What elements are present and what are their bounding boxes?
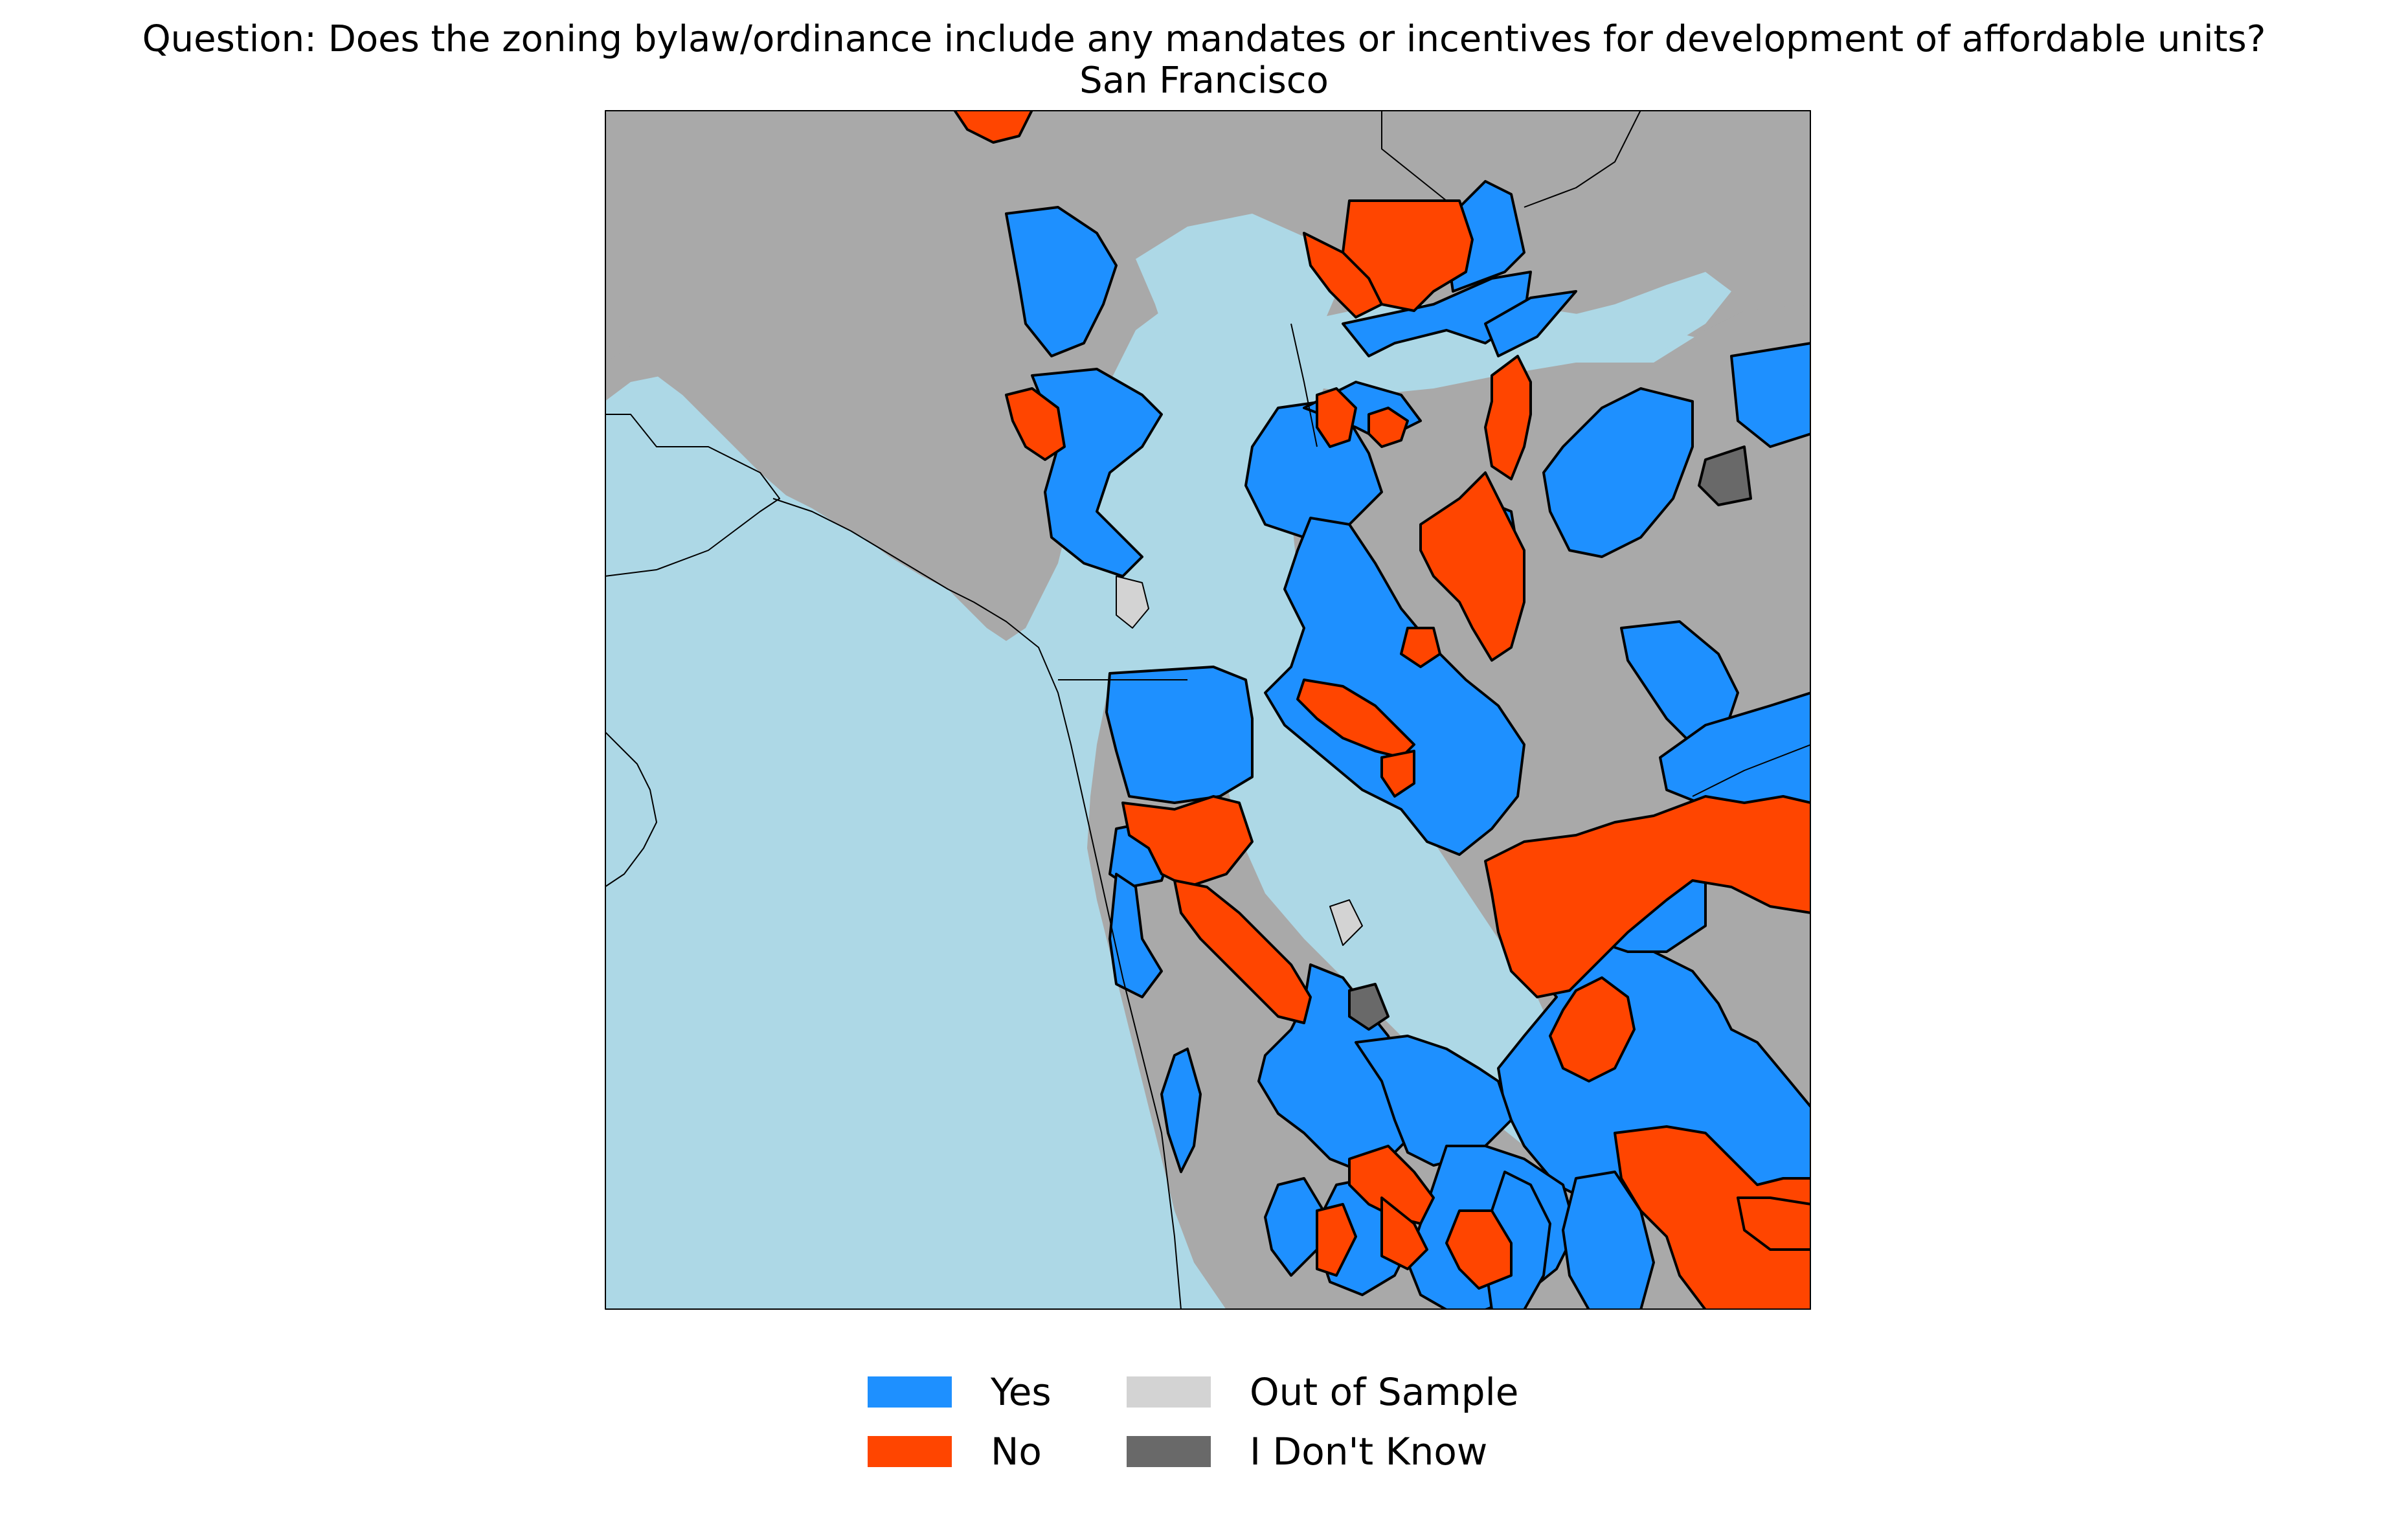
map-frame [605, 110, 1811, 1310]
chart-subtitle: San Francisco [1079, 60, 1329, 102]
legend-item-out-of-sample: Out of Sample [1127, 1373, 1518, 1411]
legend: Yes No Out of Sample I Don't Know [868, 1373, 1567, 1496]
legend-swatch-dont-know [1127, 1436, 1211, 1467]
legend-item-no: No [868, 1432, 1042, 1471]
land-point-reyes [605, 337, 689, 401]
legend-item-dont-know: I Don't Know [1127, 1432, 1487, 1471]
out-of-sample-region [1116, 576, 1149, 629]
legend-label-dont-know: I Don't Know [1250, 1430, 1488, 1474]
legend-label-out-of-sample: Out of Sample [1250, 1370, 1519, 1414]
county-lines [605, 110, 1811, 1310]
legend-swatch-yes [868, 1376, 952, 1408]
no-regions [953, 110, 1811, 1310]
bay-area-map [605, 110, 1811, 1310]
legend-swatch-out-of-sample [1127, 1376, 1211, 1408]
legend-item-yes: Yes [868, 1373, 1052, 1411]
dont-know-regions [1348, 445, 1752, 1031]
legend-swatch-no [868, 1436, 952, 1467]
legend-label-no: No [991, 1430, 1042, 1474]
legend-label-yes: Yes [991, 1370, 1052, 1414]
out-of-sample-region [1329, 899, 1363, 946]
chart-title: Question: Does the zoning bylaw/ordinanc… [142, 18, 2266, 60]
bay-water [1136, 214, 1576, 1146]
